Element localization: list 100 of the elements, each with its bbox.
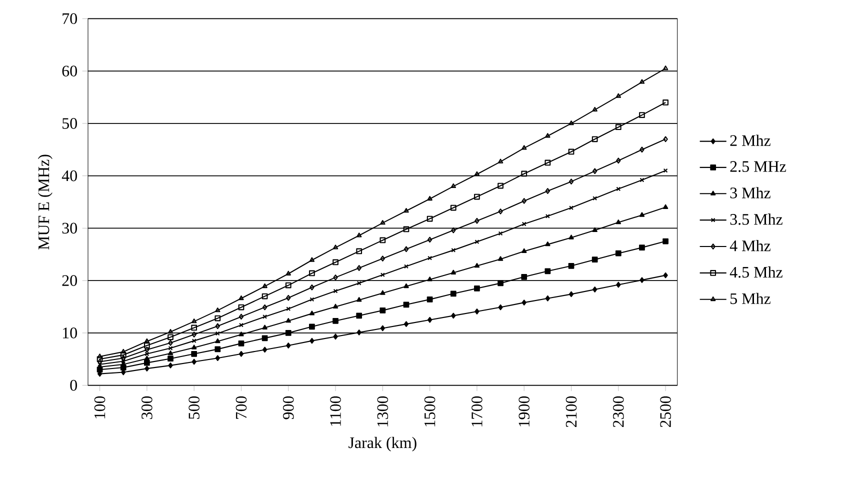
point <box>404 264 408 269</box>
point <box>474 262 480 268</box>
point <box>215 307 220 312</box>
point <box>310 297 314 302</box>
point <box>310 284 314 290</box>
legend-label: 4.5 Mhz <box>730 266 782 278</box>
point <box>332 259 338 266</box>
point <box>404 246 409 252</box>
point <box>168 340 173 346</box>
point <box>380 220 386 225</box>
point <box>121 359 126 364</box>
point <box>427 236 432 243</box>
y-tick-label: 0 <box>70 380 77 391</box>
x-tick-label: 900 <box>282 396 294 420</box>
point <box>450 183 456 188</box>
point <box>191 344 197 350</box>
point <box>144 360 150 366</box>
point <box>286 318 291 323</box>
point <box>545 295 550 302</box>
point <box>568 262 574 269</box>
point <box>426 216 433 222</box>
point <box>522 198 526 204</box>
point <box>450 204 456 211</box>
point <box>380 256 386 262</box>
point <box>309 257 315 262</box>
point <box>262 324 268 330</box>
point <box>168 346 173 350</box>
point <box>498 231 503 236</box>
point <box>192 358 196 365</box>
point <box>356 280 362 286</box>
point <box>215 323 220 330</box>
x-tick-label: 1300 <box>377 396 388 426</box>
point <box>333 334 338 340</box>
x-tick-label: 1500 <box>424 396 436 426</box>
point <box>498 208 503 214</box>
point <box>238 332 244 336</box>
point <box>404 283 409 288</box>
point <box>191 350 198 357</box>
point <box>332 304 338 308</box>
point <box>545 214 550 218</box>
y-tick-label: 30 <box>62 222 77 234</box>
point <box>144 366 150 372</box>
point <box>450 270 456 274</box>
legend-label: 3.5 Mhz <box>730 214 782 225</box>
point <box>450 290 456 297</box>
point <box>356 265 362 271</box>
point <box>592 286 598 292</box>
point <box>568 178 574 185</box>
x-tick-label: 1700 <box>472 396 482 426</box>
point <box>356 312 362 319</box>
legend-label: 4 Mhz <box>730 240 770 252</box>
point <box>639 112 645 118</box>
y-tick-label: 10 <box>63 328 77 338</box>
point <box>286 342 291 348</box>
point <box>451 248 456 252</box>
point <box>168 328 174 334</box>
point <box>545 241 550 246</box>
point <box>474 171 480 176</box>
point <box>616 282 621 288</box>
point <box>662 204 668 209</box>
point <box>544 268 551 274</box>
point <box>168 334 174 340</box>
point <box>238 322 244 328</box>
point <box>640 277 644 283</box>
point <box>522 300 526 306</box>
x-tick-label: 300 <box>142 396 152 419</box>
point <box>332 244 338 250</box>
y-tick-label: 40 <box>62 170 77 182</box>
point <box>310 338 314 344</box>
x-axis-title: Jarak (km) <box>348 436 416 452</box>
point <box>238 314 244 320</box>
point <box>616 93 622 98</box>
point <box>615 250 622 256</box>
point <box>403 302 410 308</box>
x-tick-label: 100 <box>94 396 106 418</box>
point <box>192 332 196 338</box>
point <box>191 324 198 331</box>
legend-label: 2.5 MHz <box>730 161 786 172</box>
x-tick-label: 700 <box>236 396 247 419</box>
point <box>191 318 197 324</box>
x-tick-label: 1100 <box>330 396 341 426</box>
point <box>168 356 174 362</box>
y-tick-label: 50 <box>62 118 77 129</box>
point <box>616 219 622 224</box>
point <box>403 226 410 232</box>
point <box>568 291 574 298</box>
point <box>592 168 598 174</box>
point <box>522 248 527 253</box>
point <box>262 304 268 310</box>
point <box>356 297 362 302</box>
y-tick-label: 20 <box>62 275 77 286</box>
point <box>238 340 244 346</box>
point <box>380 272 385 278</box>
point <box>427 316 432 323</box>
point <box>569 206 574 210</box>
point <box>451 312 456 319</box>
point <box>544 160 551 166</box>
point <box>238 295 244 300</box>
point <box>214 346 221 352</box>
point <box>498 158 504 164</box>
